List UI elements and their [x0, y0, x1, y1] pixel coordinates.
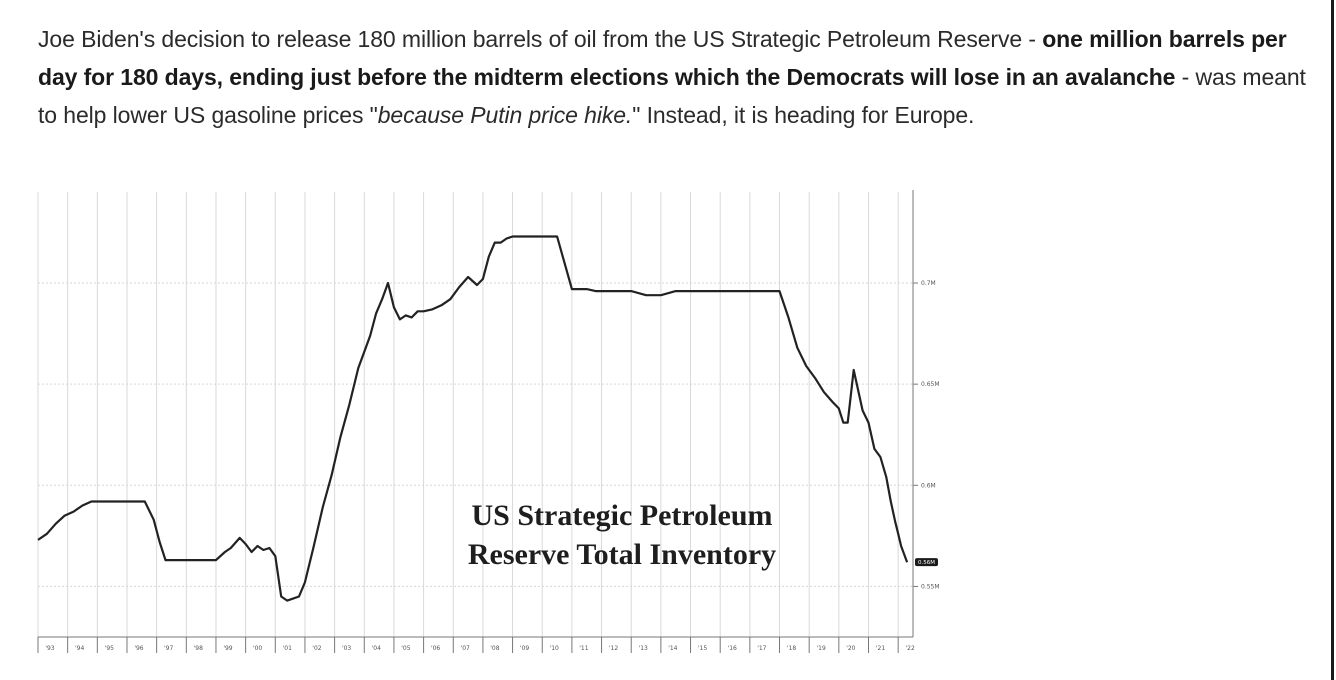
x-tick-label: '16	[728, 645, 737, 652]
y-tick-label: 0.6M	[921, 482, 936, 489]
page-border	[1331, 0, 1334, 680]
series-line-inventory	[37, 235, 909, 602]
x-tick-label: '15	[698, 645, 707, 652]
spr-inventory-chart: '93 '94 '95 '96 '97 '98 '99 '00 '01 '02 '03 '04 '05 '…	[37, 190, 940, 653]
x-axis-ticks: '93 '94 '95 '96 '97 '98 '99 '00 '01 '02 '03 '04 '05 '…	[37, 637, 915, 653]
x-tick-label: '05	[401, 645, 410, 652]
x-tick-label: '11	[579, 645, 588, 652]
x-tick-label: '93	[45, 645, 54, 652]
last-value-badge	[915, 558, 938, 567]
x-tick-label: '03	[342, 645, 351, 652]
x-tick-label: '99	[223, 645, 232, 652]
last-value-label: 0.56M	[918, 560, 935, 566]
x-tick-label: '94	[75, 645, 84, 652]
x-tick-label: '97	[164, 645, 173, 652]
x-tick-label: '19	[817, 645, 826, 652]
x-tick-label: '06	[431, 645, 440, 652]
y-tick-label: 0.65M	[921, 381, 940, 388]
x-tick-label: '12	[609, 645, 618, 652]
x-tick-label: '09	[520, 645, 529, 652]
x-tick-label: '22	[906, 645, 915, 652]
y-tick-label: 0.55M	[921, 583, 940, 590]
chart-title-line-2: Reserve Total Inventory	[468, 538, 776, 571]
x-tick-label: '13	[639, 645, 648, 652]
x-tick-label: '07	[461, 645, 470, 652]
y-axis-ticks: 0.7M 0.65M 0.6M 0.55M	[913, 280, 940, 590]
article-text-1: Joe Biden's decision to release 180 mill…	[38, 26, 1043, 52]
x-tick-label: '98	[194, 645, 203, 652]
x-tick-label: '95	[105, 645, 114, 652]
article-text-2: - was meant to help lower US gasoline pr…	[38, 64, 1306, 128]
article-bold-text: one million barrels per day for 180 days…	[38, 26, 1287, 90]
x-tick-label: '02	[312, 645, 321, 652]
x-tick-label: '96	[134, 645, 143, 652]
article-paragraph: Joe Biden's decision to release 180 mill…	[38, 20, 1313, 134]
x-tick-label: '20	[846, 645, 855, 652]
article-text-3: " Instead, it is heading for Europe.	[632, 102, 975, 128]
y-tick-label: 0.7M	[921, 280, 936, 287]
x-tick-label: '17	[757, 645, 766, 652]
article-italic-text: because Putin price hike.	[377, 102, 633, 128]
x-tick-label: '04	[372, 645, 381, 652]
last-value-marker: 0.56M	[915, 558, 938, 567]
x-tick-label: '01	[283, 645, 292, 652]
chart-title: US Strategic Petroleum	[471, 499, 772, 532]
chart-grid	[37, 192, 913, 637]
x-tick-label: '08	[490, 645, 499, 652]
x-tick-label: '18	[787, 645, 796, 652]
x-tick-label: '21	[876, 645, 885, 652]
x-tick-label: '00	[253, 645, 262, 652]
x-tick-label: '10	[550, 645, 559, 652]
x-tick-label: '14	[668, 645, 677, 652]
